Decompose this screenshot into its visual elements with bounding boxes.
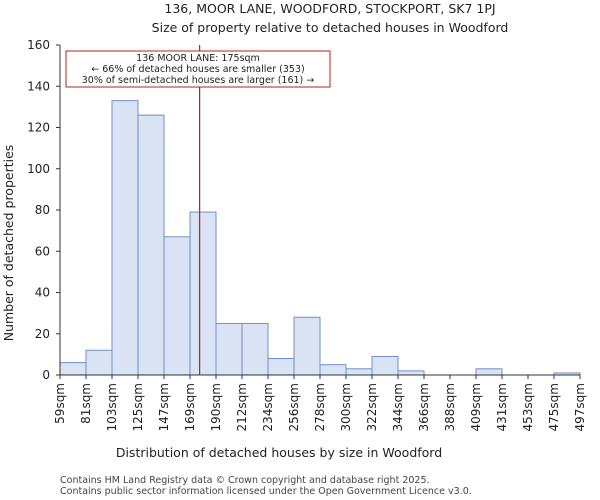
y-tick-label: 120 xyxy=(27,121,50,135)
histogram-bar xyxy=(85,349,113,376)
histogram-bar xyxy=(111,100,139,376)
x-axis-title: Distribution of detached houses by size … xyxy=(116,445,442,460)
y-tick-label: 160 xyxy=(27,38,50,52)
histogram-bar xyxy=(163,236,191,376)
x-tick-label: 388sqm xyxy=(443,383,457,431)
x-tick-label: 409sqm xyxy=(469,383,483,431)
histogram-bar xyxy=(397,370,425,376)
footer-line-1: Contains HM Land Registry data © Crown c… xyxy=(60,475,430,486)
histogram-bar xyxy=(189,211,217,376)
x-tick-label: 344sqm xyxy=(391,383,405,431)
histogram-bar xyxy=(137,114,165,376)
x-tick-label: 103sqm xyxy=(105,383,119,431)
x-tick-label: 453sqm xyxy=(521,383,535,431)
annotation-line: 30% of semi-detached houses are larger (… xyxy=(82,75,315,86)
histogram-bar xyxy=(215,322,243,376)
x-axis: 59sqm 81sqm 103sqm 125sqm 147sqm 169sqm 190sqm… xyxy=(53,374,587,431)
x-tick-label: 497sqm xyxy=(573,383,587,431)
property-marker: 136 MOOR LANE: 175sqm← 66% of detached h… xyxy=(65,45,331,375)
y-tick-label: 0 xyxy=(42,368,50,382)
footer-line-2: Contains public sector information licen… xyxy=(60,486,472,497)
x-tick-label: 59sqm xyxy=(53,383,67,424)
histogram-bar xyxy=(59,362,87,376)
x-tick-label: 147sqm xyxy=(157,383,171,431)
y-tick-label: 20 xyxy=(35,327,50,341)
y-axis-title: Number of detached properties xyxy=(1,145,16,342)
x-tick-label: 300sqm xyxy=(339,383,353,431)
y-tick-label: 140 xyxy=(27,79,50,93)
histogram-bar xyxy=(371,355,399,376)
x-tick-label: 322sqm xyxy=(365,383,379,431)
y-tick-label: 60 xyxy=(35,244,50,258)
chart-title: 136, MOOR LANE, WOODFORD, STOCKPORT, SK7… xyxy=(164,1,495,16)
annotation-line: 136 MOOR LANE: 175sqm xyxy=(136,53,260,64)
y-tick-label: 40 xyxy=(35,286,50,300)
y-tick-label: 100 xyxy=(27,162,50,176)
annotation-box xyxy=(65,50,331,88)
histogram-bar xyxy=(475,368,503,376)
histogram-bar xyxy=(319,364,347,376)
x-tick-label: 212sqm xyxy=(235,383,249,431)
x-tick-label: 81sqm xyxy=(79,383,93,424)
y-tick-label: 80 xyxy=(35,203,50,217)
x-tick-label: 431sqm xyxy=(495,383,509,431)
y-axis: 0 20 40 60 80 100 120 140 160 xyxy=(27,38,61,382)
chart-subtitle: Size of property relative to detached ho… xyxy=(152,20,509,35)
annotation-line: ← 66% of detached houses are smaller (35… xyxy=(91,64,304,75)
x-tick-label: 475sqm xyxy=(547,383,561,431)
x-tick-label: 190sqm xyxy=(209,383,223,431)
histogram-bar xyxy=(345,368,373,376)
x-tick-label: 169sqm xyxy=(183,383,197,431)
bars-group xyxy=(59,100,581,376)
x-tick-label: 125sqm xyxy=(131,383,145,431)
x-tick-label: 256sqm xyxy=(287,383,301,431)
histogram-bar xyxy=(293,316,321,376)
x-tick-label: 278sqm xyxy=(313,383,327,431)
histogram-bar xyxy=(267,358,295,376)
x-tick-label: 234sqm xyxy=(261,383,275,431)
x-tick-label: 366sqm xyxy=(417,383,431,431)
histogram-bar xyxy=(241,322,269,376)
